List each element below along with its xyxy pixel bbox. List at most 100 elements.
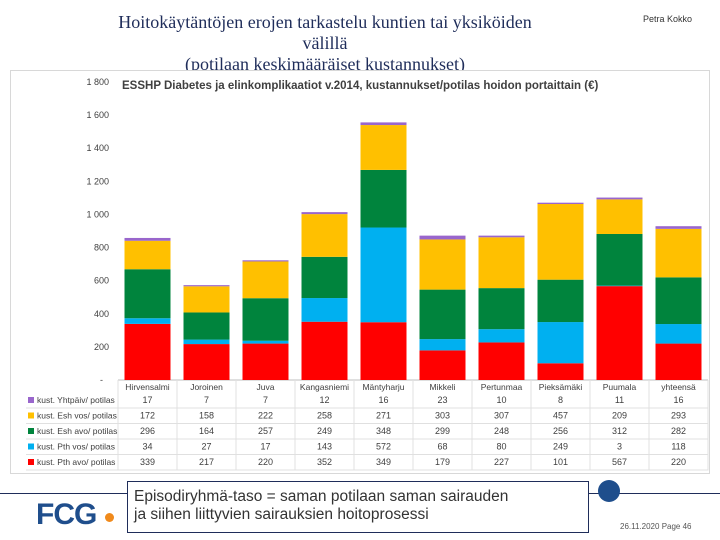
data-table-value: 217 (199, 457, 214, 467)
bar-segment (360, 169, 407, 228)
data-table-value: 256 (553, 426, 568, 436)
y-tick-label: 200 (94, 342, 109, 352)
data-table-value: 352 (317, 457, 332, 467)
data-table-value: 572 (376, 442, 391, 452)
data-table-value: 12 (319, 395, 329, 405)
bar-segment (419, 239, 466, 290)
data-table-value: 101 (553, 457, 568, 467)
bar-segment (124, 269, 171, 319)
bar-segment (596, 197, 643, 200)
bar-segment (478, 288, 525, 330)
data-table-value: 296 (140, 426, 155, 436)
bar-segment (124, 237, 171, 241)
circle-icon (598, 480, 620, 502)
bar-segment (124, 323, 171, 380)
data-table-value: 7 (204, 395, 209, 405)
bar-segment (655, 324, 702, 344)
bar-segment (596, 199, 643, 234)
data-table-value: 457 (553, 411, 568, 421)
data-table-value: 11 (615, 395, 624, 405)
legend-label: kust. Pth avo/ potilas (37, 457, 115, 467)
legend-swatch (28, 459, 34, 465)
x-category-label: Mikkeli (430, 382, 456, 392)
data-table-value: 220 (671, 457, 686, 467)
x-category-label: Pieksämäki (539, 382, 583, 392)
data-table-value: 7 (263, 395, 268, 405)
y-tick-label: 1 000 (86, 209, 109, 219)
bar-segment (596, 286, 643, 380)
bar-segment (478, 235, 525, 238)
data-table-value: 349 (376, 457, 391, 467)
x-category-label: yhteensä (661, 382, 696, 392)
data-table-value: 220 (258, 457, 273, 467)
bar-segment (301, 321, 348, 380)
data-table-value: 222 (258, 411, 273, 421)
data-table-value: 16 (378, 395, 388, 405)
data-table-value: 567 (612, 457, 627, 467)
fcg-logo: FCG (36, 498, 97, 531)
legend-swatch (28, 428, 34, 434)
author-name: Petra Kokko (642, 14, 692, 24)
data-table-value: 17 (142, 395, 152, 405)
bar-segment (419, 289, 466, 340)
legend-label: kust. Esh vos/ potilas (37, 411, 117, 421)
bar-segment (301, 256, 348, 299)
data-table-value: 307 (494, 411, 509, 421)
bar-segment (242, 298, 289, 341)
data-table-value: 282 (671, 426, 686, 436)
data-table-value: 293 (671, 411, 686, 421)
bar-segment (360, 227, 407, 323)
data-table-value: 249 (317, 426, 332, 436)
bar-segment (183, 339, 230, 345)
data-table-value: 158 (199, 411, 214, 421)
bar-segment (655, 343, 702, 380)
bar-segment (183, 286, 230, 313)
y-tick-label: 1 200 (86, 176, 109, 186)
data-table-value: 16 (673, 395, 683, 405)
bar-segment (537, 204, 584, 280)
bar-segment (242, 261, 289, 299)
data-table-value: 23 (437, 395, 447, 405)
bar-segment (478, 342, 525, 380)
footer-note-line1: Episodiryhmä-taso = saman potilaan saman… (134, 488, 509, 505)
footer-rule-right (589, 493, 720, 494)
x-category-label: Pertunmaa (481, 382, 523, 392)
bar-segment (478, 329, 525, 343)
bar-segment (242, 260, 289, 262)
data-table-value: 68 (437, 442, 447, 452)
bar-segment (419, 350, 466, 380)
data-table-value: 209 (612, 411, 627, 421)
data-table-value: 339 (140, 457, 155, 467)
y-tick-label: 1 400 (86, 143, 109, 153)
x-category-label: Puumala (603, 382, 637, 392)
legend-swatch (28, 412, 34, 419)
data-table-value: 8 (558, 395, 563, 405)
x-category-label: Kangasniemi (300, 382, 349, 392)
slide-title: Hoitokäytäntöjen erojen tarkastelu kunti… (95, 12, 555, 75)
bar-segment (360, 322, 407, 380)
bar-segment (360, 125, 407, 170)
data-table-value: 10 (496, 395, 506, 405)
footer-rule-left (0, 493, 127, 494)
bar-segment (478, 237, 525, 289)
y-tick-label-zero: - (100, 375, 103, 385)
data-table-value: 172 (140, 411, 155, 421)
bar-segment (301, 214, 348, 257)
data-table-value: 3 (617, 442, 622, 452)
bar-segment (537, 322, 584, 364)
data-table-value: 258 (317, 411, 332, 421)
bar-segment (655, 277, 702, 325)
bar-segment (301, 298, 348, 322)
slide-date: 26.11.2020 (620, 522, 660, 531)
bar-segment (596, 285, 643, 287)
legend-label: kust. Pth vos/ potilas (37, 442, 115, 452)
data-table-value: 118 (671, 442, 685, 452)
y-tick-label: 400 (94, 309, 109, 319)
x-category-label: Hirvensalmi (125, 382, 170, 392)
page-info: 26.11.2020 Page 46 (620, 522, 692, 531)
bar-segment (537, 202, 584, 205)
bar-segment (301, 212, 348, 215)
y-tick-label: 1 600 (86, 110, 109, 120)
bar-segment (655, 226, 702, 229)
